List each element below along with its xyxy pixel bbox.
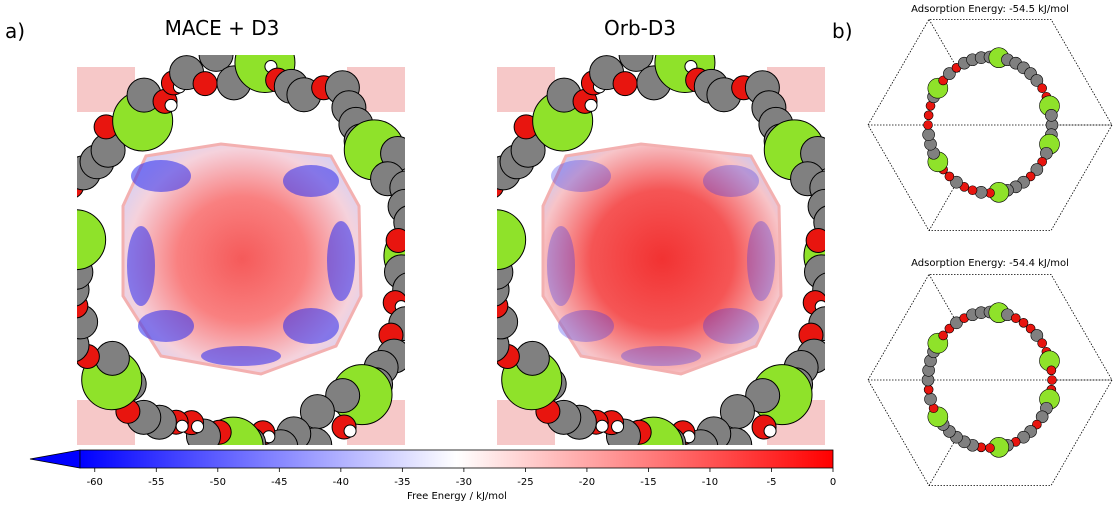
heatmap-panel bbox=[463, 32, 864, 477]
atom bbox=[945, 172, 954, 181]
atom bbox=[192, 421, 204, 433]
adsorption-structure bbox=[868, 274, 1112, 485]
atom bbox=[467, 208, 491, 232]
low-energy-patch bbox=[138, 310, 194, 342]
colorbar-tick-label: -45 bbox=[271, 477, 287, 488]
colorbar-tick-label: -60 bbox=[87, 477, 103, 488]
atom bbox=[388, 189, 422, 223]
atom bbox=[808, 189, 842, 223]
atom bbox=[585, 99, 597, 111]
low-energy-patch bbox=[747, 221, 775, 301]
atom bbox=[924, 121, 933, 130]
atom bbox=[47, 208, 71, 232]
atom bbox=[923, 129, 935, 141]
atom bbox=[199, 37, 233, 71]
atom bbox=[165, 99, 177, 111]
colorbar-tick-label: -50 bbox=[210, 477, 226, 488]
atom bbox=[466, 210, 526, 270]
panel-title: Orb-D3 bbox=[604, 16, 676, 40]
atom bbox=[619, 37, 653, 71]
atom bbox=[479, 218, 491, 230]
low-energy-patch bbox=[283, 308, 339, 344]
colorbar-tick-label: 0 bbox=[830, 477, 836, 488]
atom bbox=[469, 190, 493, 214]
atom bbox=[43, 239, 77, 273]
atom bbox=[344, 425, 356, 437]
panel-label: a) bbox=[5, 19, 25, 43]
low-energy-patch bbox=[283, 165, 339, 197]
atom bbox=[612, 421, 624, 433]
low-energy-patch bbox=[127, 226, 155, 306]
atom bbox=[764, 425, 776, 437]
low-energy-patch bbox=[131, 160, 191, 192]
panel-title: Adsorption Energy: -54.4 kJ/mol bbox=[911, 258, 1069, 269]
low-energy-patch bbox=[327, 221, 355, 301]
colorbar bbox=[80, 450, 833, 468]
colorbar-tick-label: -35 bbox=[394, 477, 410, 488]
atom bbox=[613, 72, 637, 96]
low-energy-patch bbox=[703, 308, 759, 344]
atom bbox=[924, 111, 933, 120]
atom bbox=[1047, 366, 1056, 375]
low-energy-patch bbox=[621, 346, 701, 366]
colorbar-tick-label: -25 bbox=[517, 477, 533, 488]
atom bbox=[975, 186, 987, 198]
atom bbox=[1011, 314, 1020, 323]
adsorption-structure bbox=[868, 19, 1112, 230]
atom bbox=[61, 200, 73, 212]
colorbar-tick-label: -40 bbox=[333, 477, 349, 488]
atom bbox=[924, 385, 933, 394]
colorbar-tick-label: -30 bbox=[456, 477, 472, 488]
heatmap-panel bbox=[43, 32, 444, 477]
atom bbox=[1038, 84, 1047, 93]
low-energy-patch bbox=[547, 226, 575, 306]
atom bbox=[463, 239, 497, 273]
panel-title: MACE + D3 bbox=[165, 16, 280, 40]
colorbar-label: Free Energy / kJ/mol bbox=[407, 491, 507, 502]
atom bbox=[939, 331, 948, 340]
atom bbox=[59, 218, 71, 230]
atom bbox=[596, 420, 608, 432]
colorbar-tick-label: -10 bbox=[702, 477, 718, 488]
atom bbox=[1048, 376, 1057, 385]
atom bbox=[515, 341, 549, 375]
colorbar-extension bbox=[30, 450, 80, 468]
atom bbox=[968, 186, 977, 195]
colorbar-tick-label: -20 bbox=[579, 477, 595, 488]
low-energy-patch bbox=[558, 310, 614, 342]
atom bbox=[95, 341, 129, 375]
low-energy-patch bbox=[551, 160, 611, 192]
atom bbox=[49, 190, 73, 214]
colorbar-tick-label: -55 bbox=[148, 477, 164, 488]
atom bbox=[193, 72, 217, 96]
figure: a) MACE + D3 Orb-D3 b) Adsorption Energy… bbox=[0, 0, 1114, 503]
atom bbox=[1038, 339, 1047, 348]
panel-label: b) bbox=[832, 19, 853, 43]
low-energy-patch bbox=[201, 346, 281, 366]
atom bbox=[46, 210, 106, 270]
panel-title: Adsorption Energy: -54.5 kJ/mol bbox=[911, 4, 1069, 15]
atom bbox=[386, 229, 410, 253]
low-energy-patch bbox=[703, 165, 759, 197]
atom bbox=[986, 444, 995, 453]
atom bbox=[806, 229, 830, 253]
colorbar-tick-label: -5 bbox=[766, 477, 776, 488]
atom bbox=[925, 393, 937, 405]
colorbar-tick-label: -15 bbox=[640, 477, 656, 488]
atom bbox=[1045, 109, 1057, 121]
atom bbox=[176, 420, 188, 432]
atom bbox=[481, 200, 493, 212]
